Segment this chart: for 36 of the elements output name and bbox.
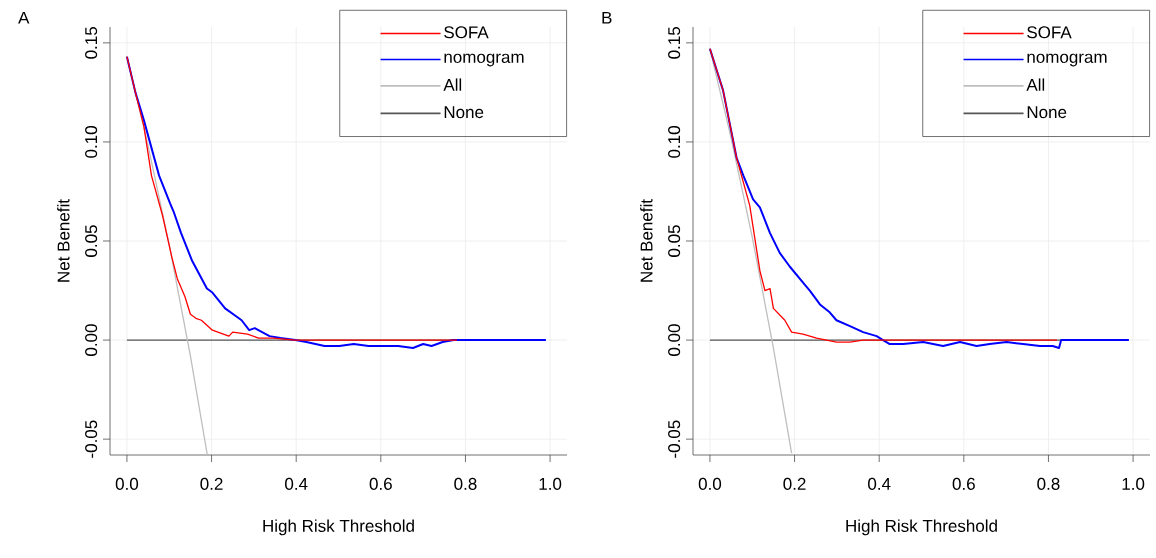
- x-tick-label: 0.8: [454, 477, 477, 490]
- x-tick-label: 1.0: [539, 477, 562, 490]
- legend-label: None: [444, 106, 484, 119]
- y-tick-label: 0.00: [668, 324, 681, 356]
- legend-label: SOFA: [444, 26, 489, 39]
- legend-label: All: [1026, 78, 1045, 91]
- legend-label: All: [443, 78, 462, 91]
- legend-label: nomogram: [1027, 53, 1107, 67]
- chart-title: B: [602, 11, 612, 24]
- x-axis-title: High Risk Threshold: [846, 519, 997, 536]
- chart-title: A: [18, 11, 30, 24]
- y-tick-label: 0.05: [668, 225, 681, 257]
- y-tick-label: 0.15: [85, 27, 98, 59]
- x-tick-label: 0.4: [285, 477, 308, 490]
- y-axis-title: Net Benefit: [57, 199, 70, 282]
- y-tick-label: 0.05: [85, 225, 98, 257]
- legend-label: SOFA: [1027, 26, 1072, 39]
- y-axis-title: Net Benefit: [640, 199, 653, 282]
- x-tick-label: 0.6: [369, 477, 392, 490]
- x-tick-label: 0.0: [115, 477, 139, 490]
- x-tick-label: 0.2: [783, 477, 806, 490]
- x-tick-label: 0.8: [1037, 477, 1060, 490]
- y-tick-label: 0.00: [85, 324, 98, 356]
- y-tick-label: 0.10: [668, 126, 681, 158]
- x-tick-label: 1.0: [1122, 477, 1145, 490]
- legend-label: nomogram: [444, 53, 524, 67]
- legend-label: None: [1027, 106, 1067, 119]
- x-axis-title: High Risk Threshold: [263, 519, 414, 536]
- y-tick-label: -0.05: [668, 420, 681, 458]
- y-tick-label: -0.05: [85, 420, 98, 458]
- y-tick-label: 0.10: [85, 126, 98, 158]
- x-tick-label: 0.6: [952, 477, 975, 490]
- y-tick-label: 0.15: [668, 27, 681, 59]
- x-tick-label: 0.0: [698, 477, 722, 490]
- x-tick-label: 0.4: [868, 477, 891, 490]
- x-tick-label: 0.2: [200, 477, 223, 490]
